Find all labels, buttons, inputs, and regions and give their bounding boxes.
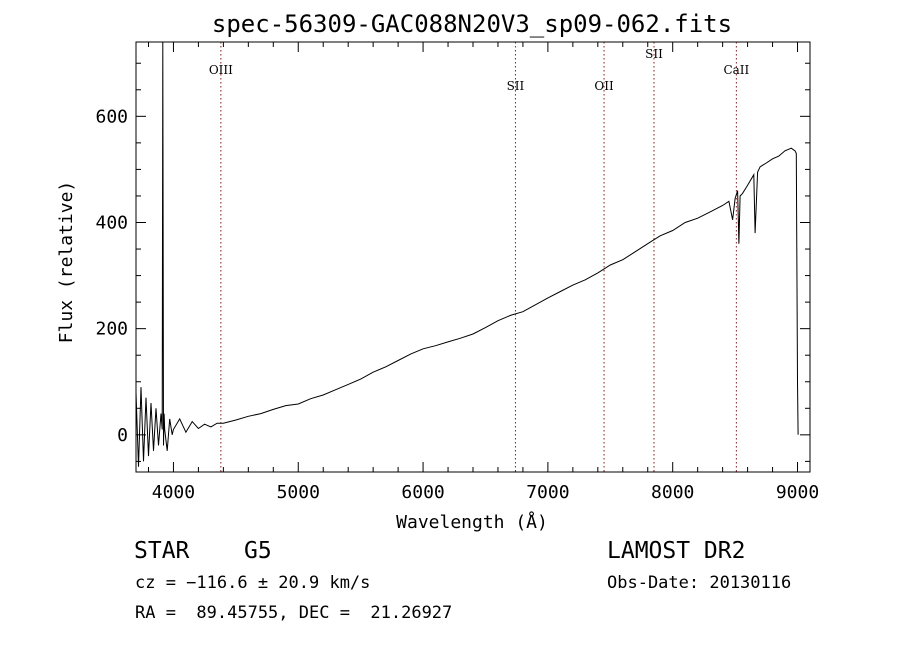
x-tick-label: 5000 xyxy=(277,482,320,503)
y-tick-label: 0 xyxy=(117,425,128,446)
redshift-value: cz = −116.6 ± 20.9 km/s xyxy=(135,573,371,593)
line-label-caii: CaII xyxy=(723,63,749,77)
spectrum-chart: spec-56309-GAC088N20V3_sp09-062.fits 400… xyxy=(56,10,819,533)
x-tick-label: 7000 xyxy=(526,482,569,503)
x-axis-label: Wavelength (Å) xyxy=(396,511,548,533)
y-tick-label: 200 xyxy=(95,319,128,340)
x-tick-label: 4000 xyxy=(152,482,195,503)
plot-frame xyxy=(135,41,811,473)
line-label-sii: SII xyxy=(507,79,525,93)
y-tick-label: 600 xyxy=(95,106,128,127)
x-tick-label: 9000 xyxy=(776,482,819,503)
obs-date: Obs-Date: 20130116 xyxy=(607,573,792,593)
y-axis-label: Flux (relative) xyxy=(56,181,77,344)
y-tick-label: 400 xyxy=(95,212,128,233)
line-label-sii: SII xyxy=(645,47,663,61)
survey-label: LAMOST DR2 xyxy=(607,538,746,564)
line-label-oii: OII xyxy=(594,79,614,93)
spectral-subclass: G5 xyxy=(244,538,272,564)
x-tick-label: 6000 xyxy=(401,482,444,503)
line-label-oiii: OIII xyxy=(209,63,233,77)
object-type: STAR xyxy=(134,538,190,564)
spectrum-line-0 xyxy=(135,41,799,467)
coordinates: RA = 89.45755, DEC = 21.26927 xyxy=(135,603,453,623)
x-tick-label: 8000 xyxy=(651,482,694,503)
chart-title: spec-56309-GAC088N20V3_sp09-062.fits xyxy=(212,10,732,38)
